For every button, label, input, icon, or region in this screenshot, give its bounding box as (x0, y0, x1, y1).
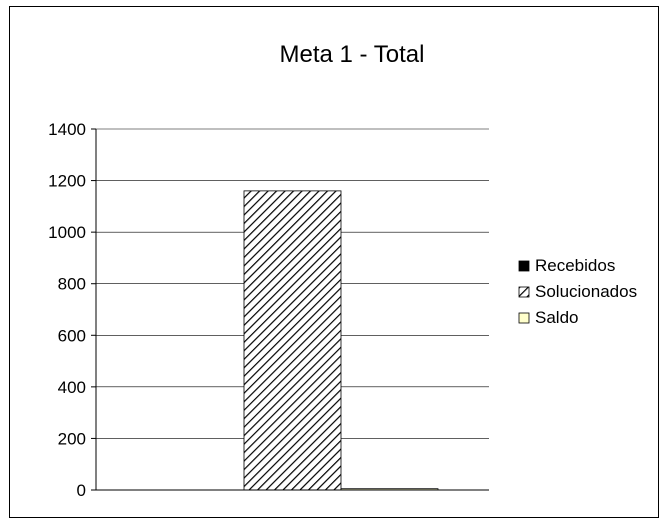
y-tick-label: 800 (58, 275, 86, 294)
y-tick-label: 1400 (48, 120, 86, 139)
legend-label-saldo: Saldo (535, 308, 578, 327)
y-tick-label: 1000 (48, 223, 86, 242)
bar-solucionados (243, 190, 342, 491)
y-axis-ticks: 0 200 400 600 800 1000 1200 1400 (48, 120, 96, 500)
legend-swatch-solucionados (518, 286, 530, 298)
chart-title: Meta 1 - Total (280, 41, 425, 68)
legend: Recebidos Solucionados Saldo (518, 256, 637, 327)
legend-swatch-recebidos (518, 260, 530, 272)
legend-label-solucionados: Solucionados (535, 282, 637, 301)
legend-swatch-saldo (518, 312, 530, 324)
y-tick-label: 1200 (48, 172, 86, 191)
y-tick-label: 400 (58, 378, 86, 397)
bars (243, 190, 439, 491)
y-tick-label: 200 (58, 429, 86, 448)
y-tick-label: 0 (77, 481, 86, 500)
legend-label-recebidos: Recebidos (535, 256, 615, 275)
y-tick-label: 600 (58, 326, 86, 345)
